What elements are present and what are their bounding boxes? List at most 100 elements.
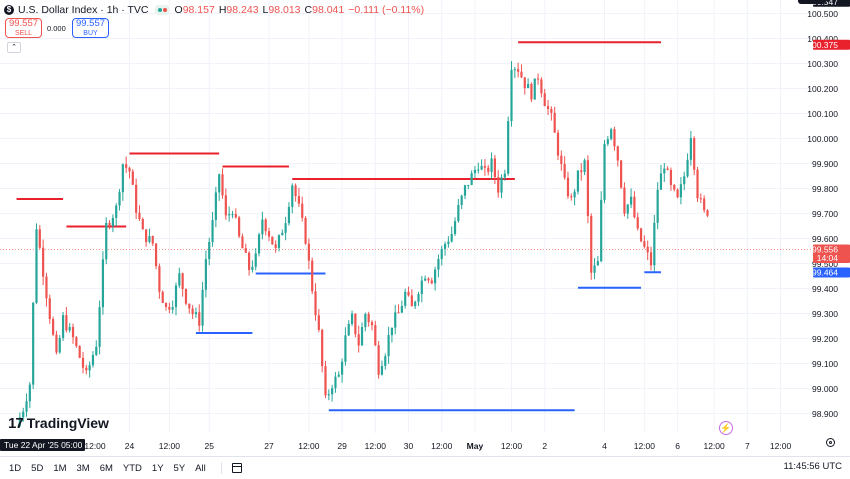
- candle-body: [593, 265, 596, 273]
- price-label: 100.375: [807, 40, 838, 50]
- candle-body: [307, 243, 310, 261]
- candle-body: [460, 195, 463, 205]
- price-label-bg: [813, 253, 850, 263]
- candle-body: [370, 322, 374, 326]
- candle-body: [666, 168, 669, 170]
- candle-body: [606, 139, 609, 144]
- timeframe-1y[interactable]: 1Y: [151, 462, 164, 474]
- open-value: 98.157: [182, 4, 215, 16]
- candle-body: [135, 184, 138, 213]
- candle-body: [324, 366, 327, 396]
- candle-body: [171, 307, 174, 310]
- candle-body: [490, 158, 493, 172]
- x-tick-label: 7: [745, 441, 750, 451]
- candle-body: [287, 206, 291, 224]
- candle-body: [600, 199, 603, 262]
- x-tick-label: 12:00: [159, 441, 181, 451]
- candle-body: [334, 376, 337, 389]
- candle-body: [576, 170, 580, 192]
- candle-body: [616, 146, 619, 161]
- candle-body: [453, 221, 457, 234]
- candle-body: [437, 258, 440, 270]
- candle-body: [656, 189, 659, 223]
- candle-body: [42, 247, 45, 277]
- close-key: C: [304, 4, 313, 16]
- x-tick-label: 12:00: [634, 441, 656, 451]
- candle-body: [477, 169, 480, 171]
- candle-body: [546, 106, 550, 109]
- timeframe-1d[interactable]: 1D: [9, 462, 22, 474]
- x-tick-label: 12:00: [703, 441, 725, 451]
- candle-body: [603, 143, 606, 200]
- timeframe-1m[interactable]: 1M: [53, 462, 67, 474]
- candle-body: [294, 185, 297, 197]
- candle-body: [440, 248, 443, 259]
- low-value: 98.013: [268, 4, 301, 16]
- candle-body: [271, 236, 274, 245]
- timeframe-6m[interactable]: 6M: [99, 462, 113, 474]
- candle-body: [71, 327, 75, 338]
- candle-body: [693, 138, 696, 170]
- y-axis[interactable]: 98.900 99.000 99.100 99.200 99.300 99.400 99.5…: [807, 9, 838, 419]
- buy-button[interactable]: 99.557 BUY: [72, 18, 109, 38]
- candle-body: [520, 71, 523, 78]
- candle-body: [178, 273, 181, 286]
- candle-body: [633, 196, 636, 218]
- chart-legend[interactable]: $ U.S. Dollar Index · 1h · TVC O 98.157 H…: [4, 3, 424, 17]
- y-tick-label: 100.400: [807, 34, 838, 44]
- market-status-icon[interactable]: [154, 5, 169, 15]
- x-tick-label: 27: [264, 441, 274, 451]
- collapse-chevron-icon[interactable]: ⌃: [7, 42, 21, 53]
- candle-body: [45, 276, 48, 299]
- candle-body: [367, 313, 370, 323]
- candle-body: [417, 294, 420, 302]
- x-axis[interactable]: 12:00 24 12:00 25 27 12:00 29 12:00 30 12:00 May 12…: [0, 439, 791, 451]
- candle-body: [194, 312, 198, 315]
- x-tick-label: 24: [125, 441, 135, 451]
- candle-body: [131, 171, 134, 185]
- candle-body: [105, 222, 108, 260]
- timeframe-3m[interactable]: 3M: [76, 462, 90, 474]
- x-tick-label: 12:00: [365, 441, 387, 451]
- x-tick-label: 2: [542, 441, 547, 451]
- utc-clock[interactable]: 11:45:56 UTC: [783, 461, 842, 472]
- candle-body: [517, 69, 520, 72]
- candle-body: [141, 218, 144, 230]
- candle-body: [164, 303, 168, 307]
- candle-body: [115, 205, 118, 218]
- candle-body: [586, 160, 589, 216]
- candle-body: [201, 289, 204, 326]
- x-tick-label: 12:00: [298, 441, 320, 451]
- candle-body: [277, 235, 281, 248]
- gear-icon[interactable]: [826, 438, 835, 447]
- candle-body: [550, 108, 553, 113]
- symbol-title[interactable]: U.S. Dollar Index · 1h · TVC: [18, 4, 149, 16]
- candle-body: [88, 365, 91, 371]
- dollar-circle-icon: $: [4, 5, 14, 15]
- candle-body: [98, 307, 101, 347]
- y-tick-label: 99.300: [812, 309, 838, 319]
- price-chart[interactable]: 98.900 99.000 99.100 99.200 99.300 99.400 99.5…: [0, 0, 850, 456]
- timeframe-5y[interactable]: 5Y: [173, 462, 186, 474]
- candle-body: [247, 252, 251, 270]
- timeframe-ytd[interactable]: YTD: [122, 462, 142, 474]
- time-label-bg: [0, 439, 85, 451]
- candle-body: [274, 244, 277, 248]
- candle-body: [410, 295, 413, 307]
- candle-body: [158, 266, 161, 292]
- candle-body: [374, 325, 377, 346]
- candle-body: [590, 215, 593, 273]
- y-tick-label: 99.600: [812, 234, 838, 244]
- candle-body: [679, 184, 683, 198]
- timeframe-all[interactable]: All: [195, 462, 206, 474]
- timeframe-5d[interactable]: 5D: [31, 462, 44, 474]
- sell-button[interactable]: 99.557 SELL: [5, 18, 42, 38]
- candle-body: [556, 132, 560, 156]
- candle-body: [513, 69, 516, 71]
- level-lines: [0, 41, 812, 412]
- tradingview-watermark: 17 TradingView: [8, 414, 109, 432]
- calendar-icon[interactable]: [231, 463, 242, 473]
- candle-body: [387, 335, 390, 357]
- candle-body: [626, 204, 629, 214]
- lightning-icon[interactable]: ⚡: [719, 421, 733, 435]
